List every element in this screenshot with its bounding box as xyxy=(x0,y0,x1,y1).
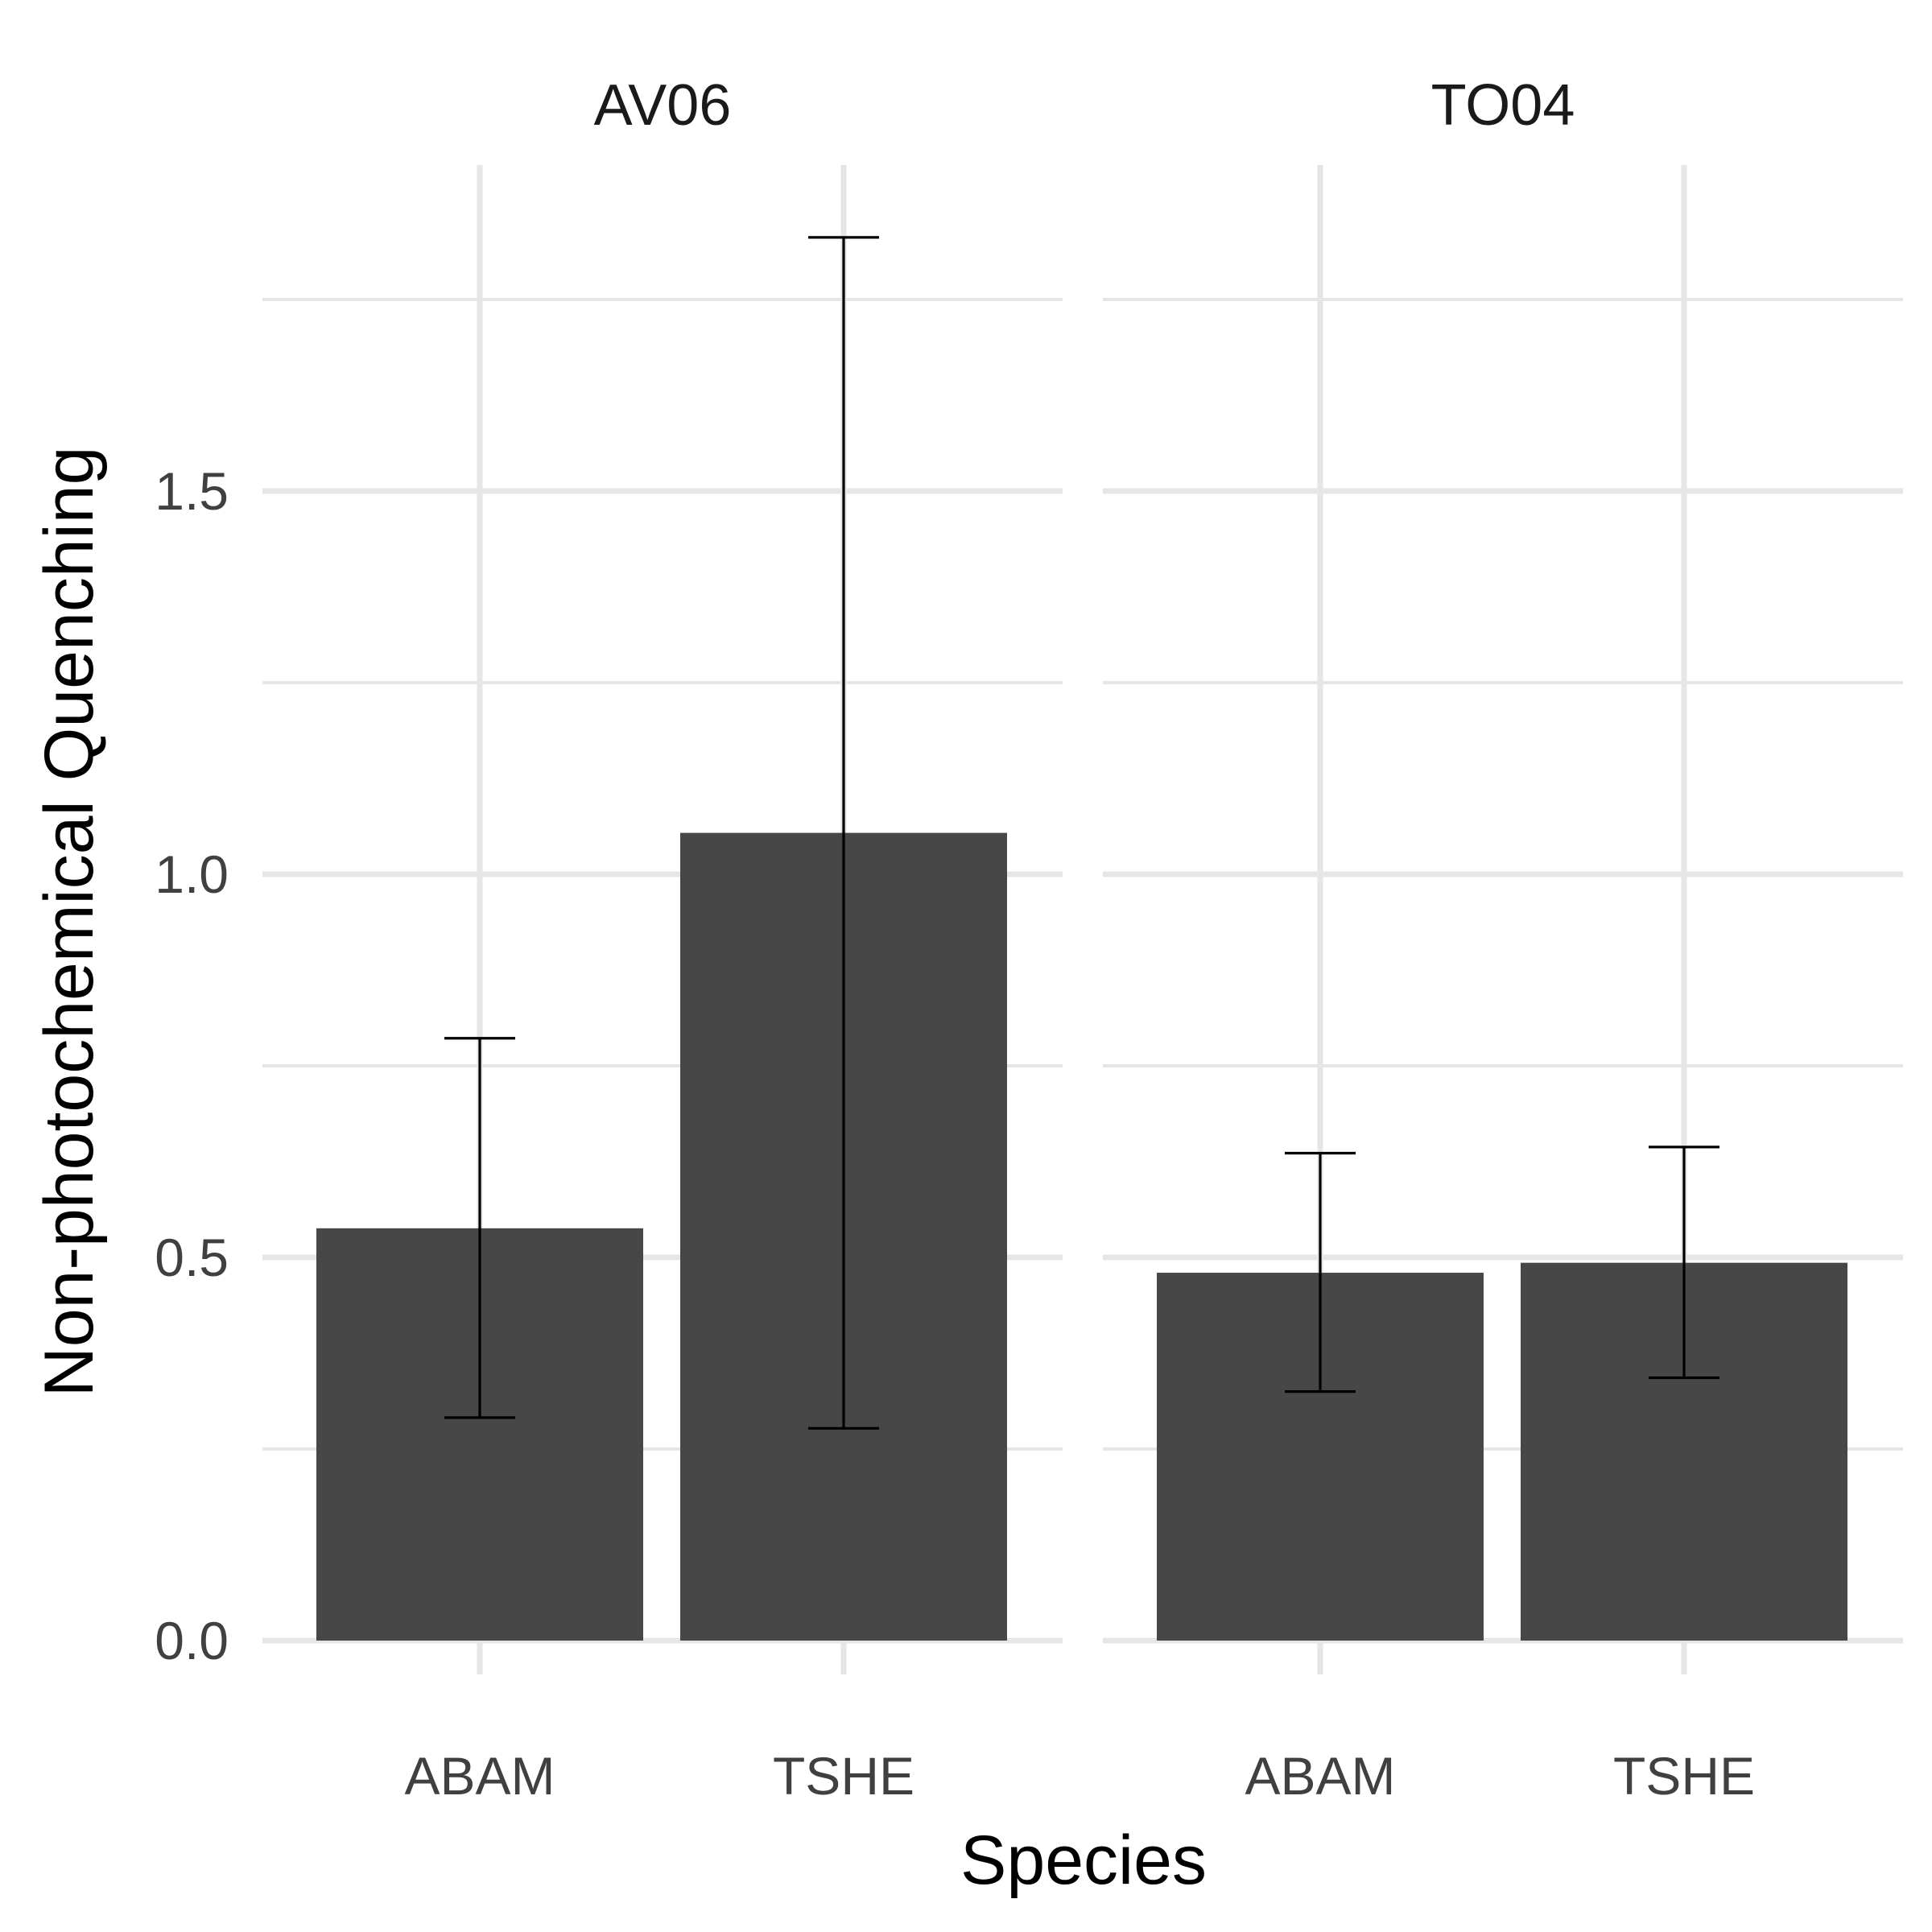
labels: AV06 ABAM TSHE TO04 ABAM TSHE 0.0 0.5 1.0 1.5 xyxy=(155,73,1755,1806)
y-tick-label-4: 1.5 xyxy=(155,461,229,521)
bars xyxy=(316,832,1847,1641)
panel-2-x-tick-abam: ABAM xyxy=(1245,1746,1395,1806)
panel-1-x-tick-abam: ABAM xyxy=(404,1746,555,1806)
y-axis-title: Non-photochemical Quenching xyxy=(31,447,108,1397)
panel-1-x-tick-tshe: TSHE xyxy=(773,1746,914,1806)
y-tick-label-1: 0.0 xyxy=(155,1611,229,1670)
y-tick-label-2: 0.5 xyxy=(155,1228,229,1287)
panel-2-x-tick-tshe: TSHE xyxy=(1613,1746,1755,1806)
y-tick-label-3: 1.0 xyxy=(155,844,229,904)
error-bars xyxy=(444,236,1719,1430)
x-axis-title: Species xyxy=(960,1822,1207,1899)
panel-2-strip-label: TO04 xyxy=(1431,73,1575,138)
panel-1-strip-label: AV06 xyxy=(594,73,732,138)
